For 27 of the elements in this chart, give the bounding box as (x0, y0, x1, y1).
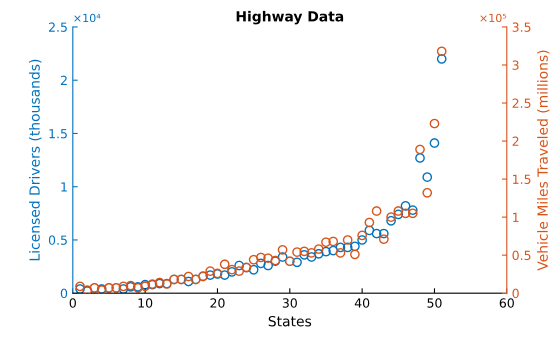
y2-tick-label: 1 (513, 212, 518, 222)
y2-tick-label: 0 (512, 288, 519, 298)
y2-tick-label: 3.5 (512, 22, 530, 32)
x-tick-label: 50 (427, 298, 442, 308)
y2-axis-title: Vehicle Miles Traveled (millions) (537, 50, 550, 271)
y-tick-label: 0.5 (48, 235, 67, 245)
y2-tick-label: 1.5 (513, 174, 530, 184)
y2-tick-label: 0.5 (512, 250, 530, 260)
text: ×10⁵ (480, 14, 506, 22)
y-axis-title: Licensed Drivers (thousands) (29, 60, 42, 260)
y2-tick-label: 3 (512, 60, 519, 70)
y-tick-label: 0 (60, 288, 68, 298)
x-tick-label: 0 (70, 298, 76, 308)
y-tick-label: 2.5 (48, 22, 67, 32)
y2-tick-label: 2.5 (512, 98, 530, 108)
y-tick-label: 2 (60, 76, 67, 85)
x-tick-label: 20 (210, 298, 225, 308)
chart-title: Highway Data (236, 10, 344, 24)
x-tick-label: 10 (138, 298, 152, 308)
x-tick-label: 40 (354, 298, 370, 308)
y-tick-label: 1 (61, 182, 67, 192)
y2-tick-label: 2 (512, 136, 518, 146)
x-tick-label: 30 (282, 298, 297, 308)
x-axis-title: States (268, 316, 312, 326)
text: ×10⁴ (74, 14, 100, 22)
y-tick-label: 1.5 (49, 129, 67, 138)
x-tick-label: 60 (500, 298, 514, 308)
